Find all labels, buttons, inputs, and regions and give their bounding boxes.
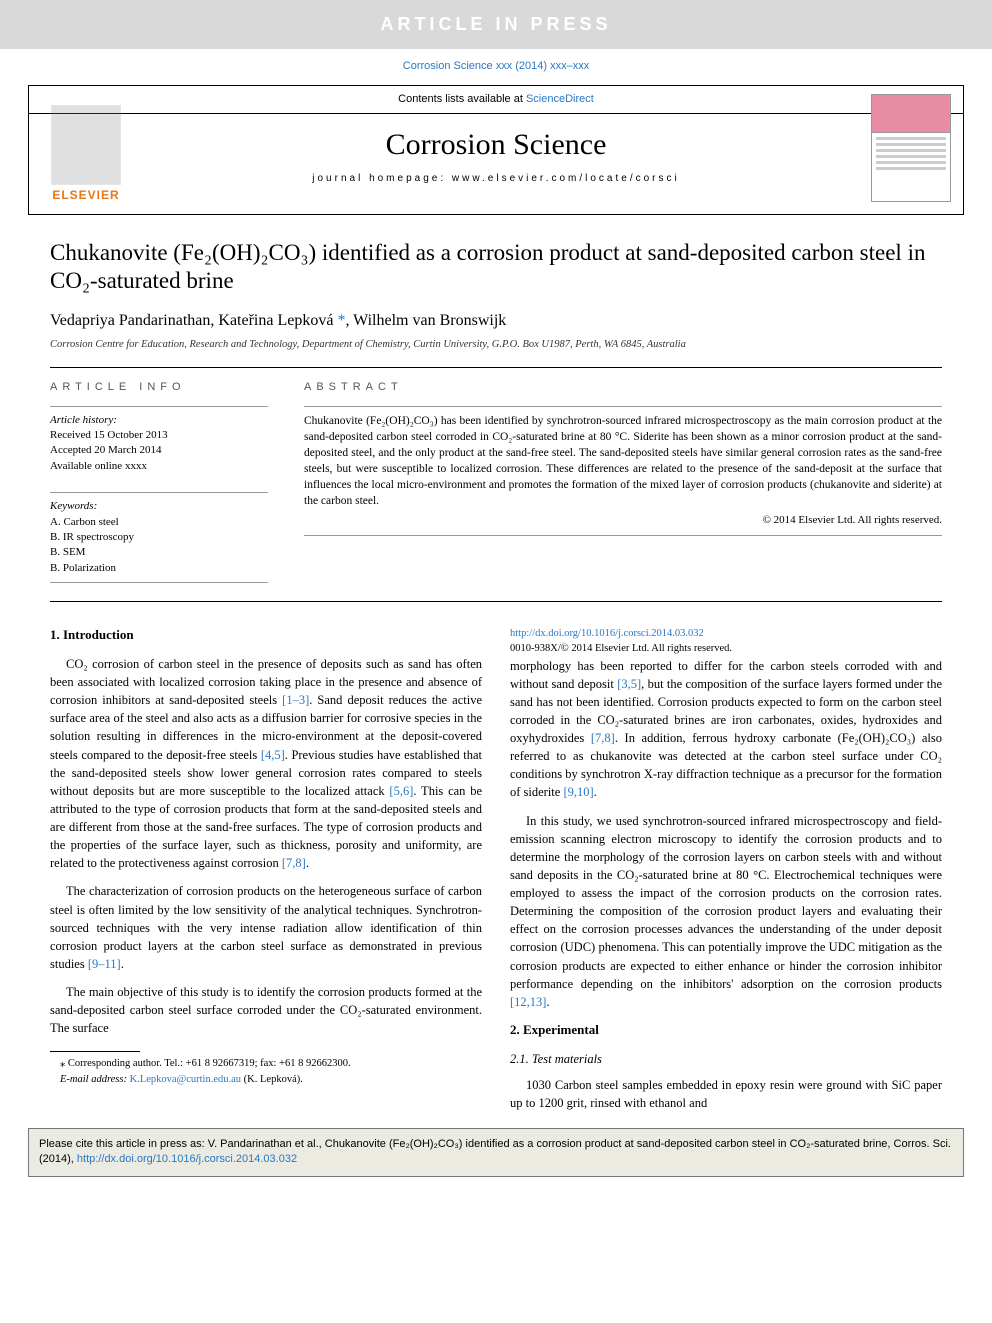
issn-line: 0010-938X/© 2014 Elsevier Ltd. All right…	[510, 643, 732, 654]
ref-link[interactable]: [12,13]	[510, 995, 546, 1009]
doi-footer-link[interactable]: http://dx.doi.org/10.1016/j.corsci.2014.…	[510, 628, 704, 639]
article-info-heading: ARTICLE INFO	[50, 380, 268, 395]
journal-header: ELSEVIER Contents lists available at Sci…	[28, 85, 964, 215]
doi-header-link[interactable]: Corrosion Science xxx (2014) xxx–xxx	[403, 60, 589, 72]
ref-link[interactable]: [7,8]	[282, 856, 306, 870]
ref-link[interactable]: [4,5]	[261, 748, 285, 762]
body-columns: 1. Introduction CO₂ corrosion of carbon …	[50, 626, 942, 1112]
keyword-item: B. SEM	[50, 545, 268, 560]
journal-name: Corrosion Science	[386, 124, 607, 166]
history-accepted: Accepted 20 March 2014	[50, 443, 268, 458]
journal-homepage: journal homepage: www.elsevier.com/locat…	[29, 172, 963, 196]
homepage-pre: journal homepage:	[312, 173, 452, 184]
body-para: The main objective of this study is to i…	[50, 983, 482, 1037]
ref-link[interactable]: [3,5]	[617, 677, 641, 691]
abstract-heading: ABSTRACT	[304, 380, 942, 395]
affiliation: Corrosion Centre for Education, Research…	[50, 338, 942, 353]
article-history: Article history: Received 15 October 201…	[50, 406, 268, 475]
ref-link[interactable]: [1–3]	[282, 693, 309, 707]
email-footnote: E-mail address: K.Lepkova@curtin.edu.au …	[50, 1072, 482, 1087]
cite-doi-link[interactable]: http://dx.doi.org/10.1016/j.corsci.2014.…	[77, 1153, 297, 1165]
body-para: In this study, we used synchrotron-sourc…	[510, 812, 942, 1011]
abstract-text: Chukanovite (Fe₂(OH)₂CO₃) has been ident…	[304, 406, 942, 536]
keywords-label: Keywords:	[50, 499, 268, 514]
footnote-rule	[50, 1051, 140, 1052]
article-title: Chukanovite (Fe₂(OH)₂CO₃) identified as …	[50, 239, 942, 297]
email-link[interactable]: K.Lepkova@curtin.edu.au	[130, 1074, 241, 1085]
history-received: Received 15 October 2013	[50, 428, 268, 443]
doi-footer: http://dx.doi.org/10.1016/j.corsci.2014.…	[510, 626, 942, 656]
ref-link[interactable]: [9,10]	[563, 785, 593, 799]
history-label: Article history:	[50, 413, 268, 428]
authors: Vedapriya Pandarinathan, Kateřina Lepkov…	[50, 310, 942, 332]
abstract-copyright: © 2014 Elsevier Ltd. All rights reserved…	[304, 513, 942, 528]
doi-header: Corrosion Science xxx (2014) xxx–xxx	[0, 49, 992, 84]
ref-link[interactable]: [9–11]	[88, 957, 121, 971]
keyword-item: B. IR spectroscopy	[50, 530, 268, 545]
article-in-press-banner: ARTICLE IN PRESS	[0, 0, 992, 49]
elsevier-text: ELSEVIER	[52, 187, 119, 204]
corresponding-footnote: ⁎ Corresponding author. Tel.: +61 8 9266…	[50, 1056, 482, 1071]
contents-lists: Contents lists available at ScienceDirec…	[29, 86, 963, 114]
cite-box: Please cite this article in press as: V.…	[28, 1128, 964, 1177]
author-names: Vedapriya Pandarinathan, Kateřina Lepkov…	[50, 312, 337, 329]
homepage-url[interactable]: www.elsevier.com/locate/corsci	[452, 173, 680, 184]
body-para: 1030 Carbon steel samples embedded in ep…	[510, 1076, 942, 1112]
body-para: morphology has been reported to differ f…	[510, 657, 942, 802]
author-names-rest: , Wilhelm van Bronswijk	[345, 312, 506, 329]
body-para: CO₂ corrosion of carbon steel in the pre…	[50, 655, 482, 873]
section-1-heading: 1. Introduction	[50, 626, 482, 645]
section-2-heading: 2. Experimental	[510, 1021, 942, 1040]
sciencedirect-link[interactable]: ScienceDirect	[526, 92, 594, 107]
ref-link[interactable]: [7,8]	[591, 731, 615, 745]
keyword-item: A. Carbon steel	[50, 515, 268, 530]
keyword-item: B. Polarization	[50, 561, 268, 576]
history-available: Available online xxxx	[50, 459, 268, 474]
section-2-1-heading: 2.1. Test materials	[510, 1050, 942, 1068]
keywords: Keywords: A. Carbon steel B. IR spectros…	[50, 492, 268, 583]
ref-link[interactable]: [5,6]	[389, 784, 413, 798]
body-para: The characterization of corrosion produc…	[50, 882, 482, 973]
contents-lists-pre: Contents lists available at	[398, 92, 523, 107]
